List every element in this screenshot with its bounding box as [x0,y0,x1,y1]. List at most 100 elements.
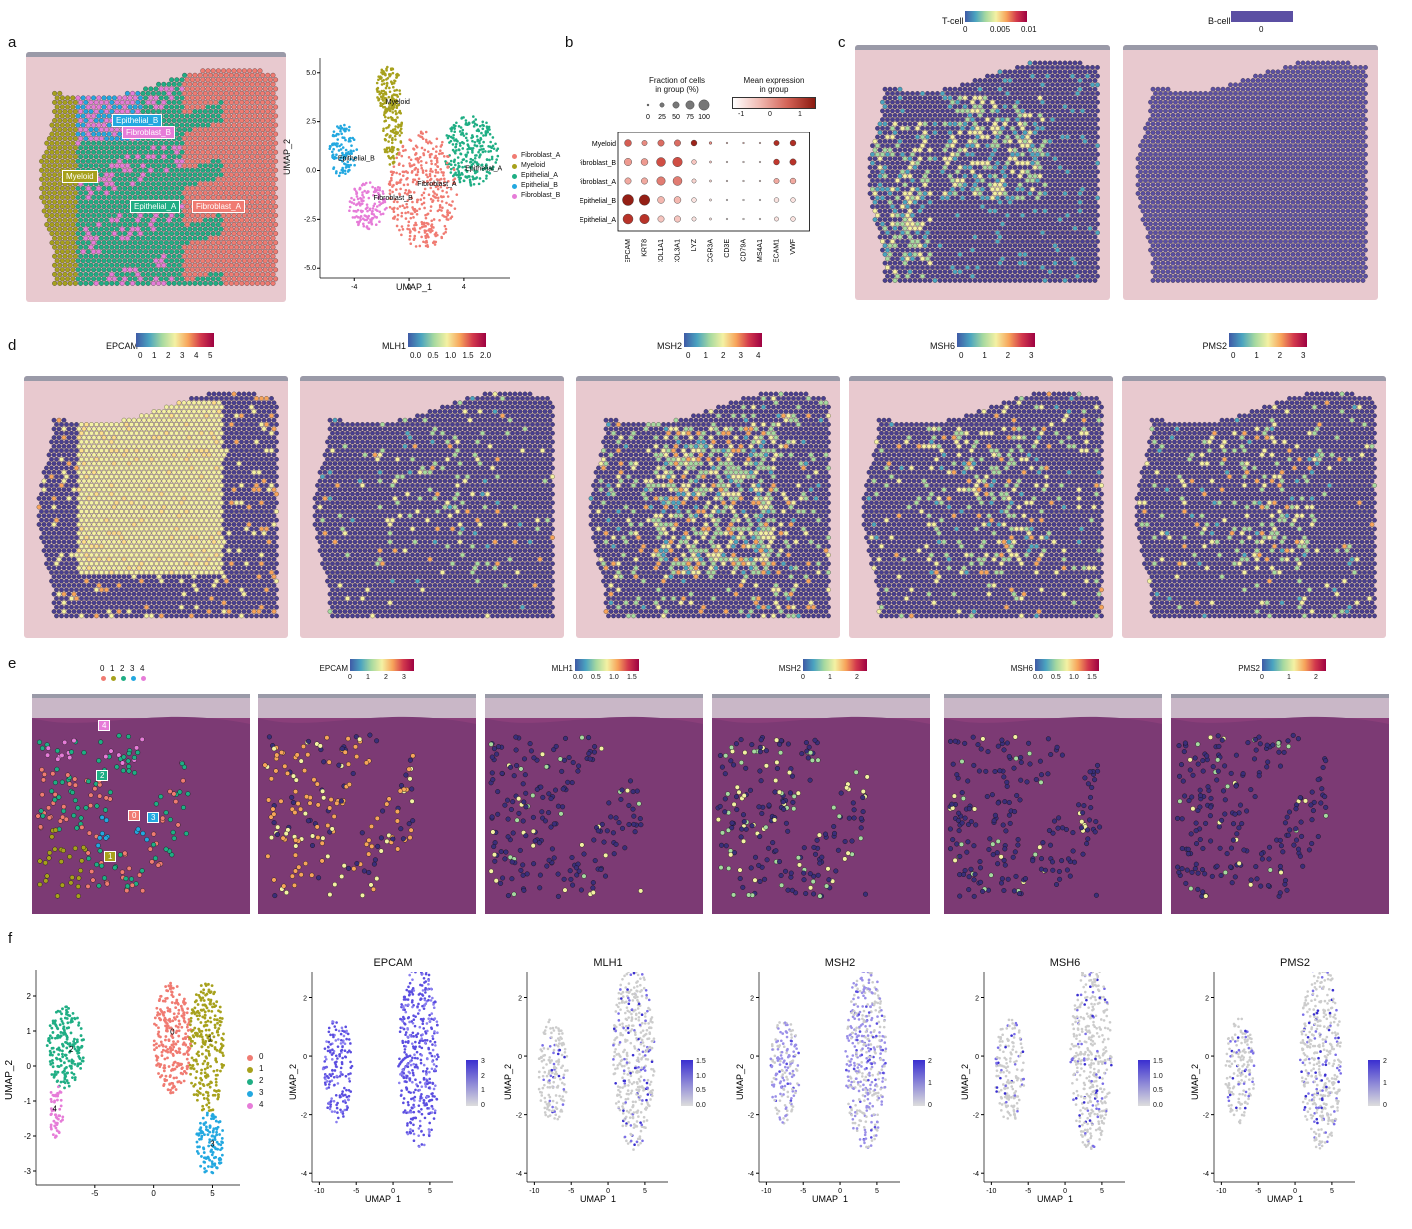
dotplot-dot [725,217,729,221]
panel-c-tcell-tissue [855,45,1110,300]
gene-colorbar-tick: 0 [348,674,352,681]
dotplot-dot [742,160,745,164]
xtick: 0 [838,1188,842,1195]
ylabel: UMAP_2 [1190,1064,1200,1100]
dotplot-row-label: Fibroblast_A [580,179,616,186]
gene-tissue-msh6 [849,376,1113,638]
dotplot-dot [773,158,780,166]
umap-cluster-label: Fibroblast_B [373,195,413,202]
gene-colorbar-tick: 1.5 [1087,674,1097,681]
gene-colorbar-tick: 4 [194,351,198,360]
xtick: -10 [529,1188,539,1195]
dotplot-dot [639,214,650,224]
feature-plot-title: EPCAM [308,957,478,969]
feature-colorbar-tick: 1.5 [1153,1058,1163,1065]
dotplot-dot [622,213,634,225]
gene-colorbar-tick: 1 [152,351,156,360]
legend-dot [512,194,517,199]
gene-colorbar-title: MSH6 [927,341,955,351]
gene-colorbar-title: EPCAM [106,341,138,351]
legend-label: Fibroblast_A [521,152,560,159]
xlabel: UMAP_1 [1267,1194,1303,1202]
dotplot-row-label: Epithelial_A [580,217,616,224]
dotplot-dot [742,198,745,202]
he-gene-tissue [712,694,930,914]
legend-label: 1 [259,1064,263,1073]
dotplot-dot [691,178,697,184]
xlabel: UMAP_1 [365,1194,401,1202]
dotplot-dot [691,216,697,222]
xtick: -5 [800,1188,806,1195]
gene-tissue-mlh1 [300,376,564,638]
cluster-umap: -5 0 5 2 1 0 -1 -2 -3 0 1 2 3 4 UMAP_1 UMAP_2 [4,970,240,1200]
dotplot-dot [622,194,634,206]
tissue-cluster-label: Myeloid [62,170,98,183]
dotplot-dot [709,217,712,221]
legend-dot [247,1103,253,1109]
legend-label: 0 [259,1052,263,1061]
he-gene-tissue [944,694,1162,914]
xtick: 0 [391,1188,395,1195]
xtick: -5 [1255,1188,1261,1195]
dotplot-dot [742,179,745,183]
gene-colorbar-tick: 4 [756,351,760,360]
gene-colorbar-tick: 5 [208,351,212,360]
legend-dot [247,1055,253,1061]
dotplot-size-title: Fraction of cells in group (%) [642,76,712,94]
xtick: -5 [353,1188,359,1195]
dotplot-col-label: CD3E [724,239,731,258]
feature-colorbar-tick: 0 [928,1102,932,1109]
gene-colorbar [408,333,486,347]
feature-colorbar-tick: 0.5 [696,1087,706,1094]
ytick: 1 [27,1027,32,1036]
feature-colorbar-tick: 0 [481,1102,485,1109]
gene-tissue-pms2 [1122,376,1386,638]
dotplot-dot [674,215,681,223]
cluster-legend-num: 0 [100,664,104,673]
feature-colorbar [1368,1060,1380,1106]
dotplot-dot [656,176,666,186]
ytick: -4 [748,1171,754,1178]
feature-colorbar-tick: 2 [481,1073,485,1080]
feature-colorbar-tick: 1 [928,1080,932,1087]
dotplot-dot [773,178,780,184]
dotplot-dot [789,158,797,166]
dotplot-row-label: Fibroblast_B [580,160,616,167]
gene-colorbar-tick: 0.0 [410,351,421,360]
gene-colorbar-title: MLH1 [539,664,573,673]
ytick: -4 [1203,1171,1209,1178]
gene-colorbar-tick: 2 [1314,674,1318,681]
gene-colorbar-title: MSH2 [654,341,682,351]
legend-dot [247,1067,253,1073]
xtick: 5 [428,1188,432,1195]
gene-colorbar [575,659,639,671]
he-gene-tissue [1171,694,1389,914]
feature-colorbar-tick: 2 [1383,1058,1387,1065]
gene-colorbar-tick: 1 [704,351,708,360]
gene-tissue-msh2 [576,376,840,638]
umap-cluster-label: 0 [170,1028,175,1037]
legend-label: Fibroblast_B [521,192,560,199]
feature-colorbar [913,1060,925,1106]
tissue-cluster-label: Epithelial_A [130,200,181,213]
panel-e-label: e [8,655,16,672]
xtick: 5 [875,1188,879,1195]
dotplot-dot [758,217,762,221]
xtick: 0 [606,1188,610,1195]
feature-colorbar [1138,1060,1150,1106]
feature-colorbar-tick: 0.0 [1153,1102,1163,1109]
size-tick: 0 [646,114,650,121]
ytick: -1 [24,1097,32,1106]
ytick: -2 [1203,1113,1209,1120]
ytick: -4 [973,1171,979,1178]
umap-cluster-label: 3 [210,1140,215,1149]
dotplot-col-label: EPCAM [625,239,632,262]
dotplot-col-label: COL1A1 [658,239,665,262]
gene-colorbar-tick: 0 [138,351,142,360]
gene-colorbar [1035,659,1099,671]
dotplot-dot [774,216,779,222]
panel-a-umap: -4 0 4 5.0 2.5 0.0 -2.5 -5.0 Myeloid Epithelial_B… [300,58,510,293]
xtick: 0 [1063,1188,1067,1195]
gene-colorbar-tick: 3 [739,351,743,360]
dotplot-dot [725,179,729,183]
